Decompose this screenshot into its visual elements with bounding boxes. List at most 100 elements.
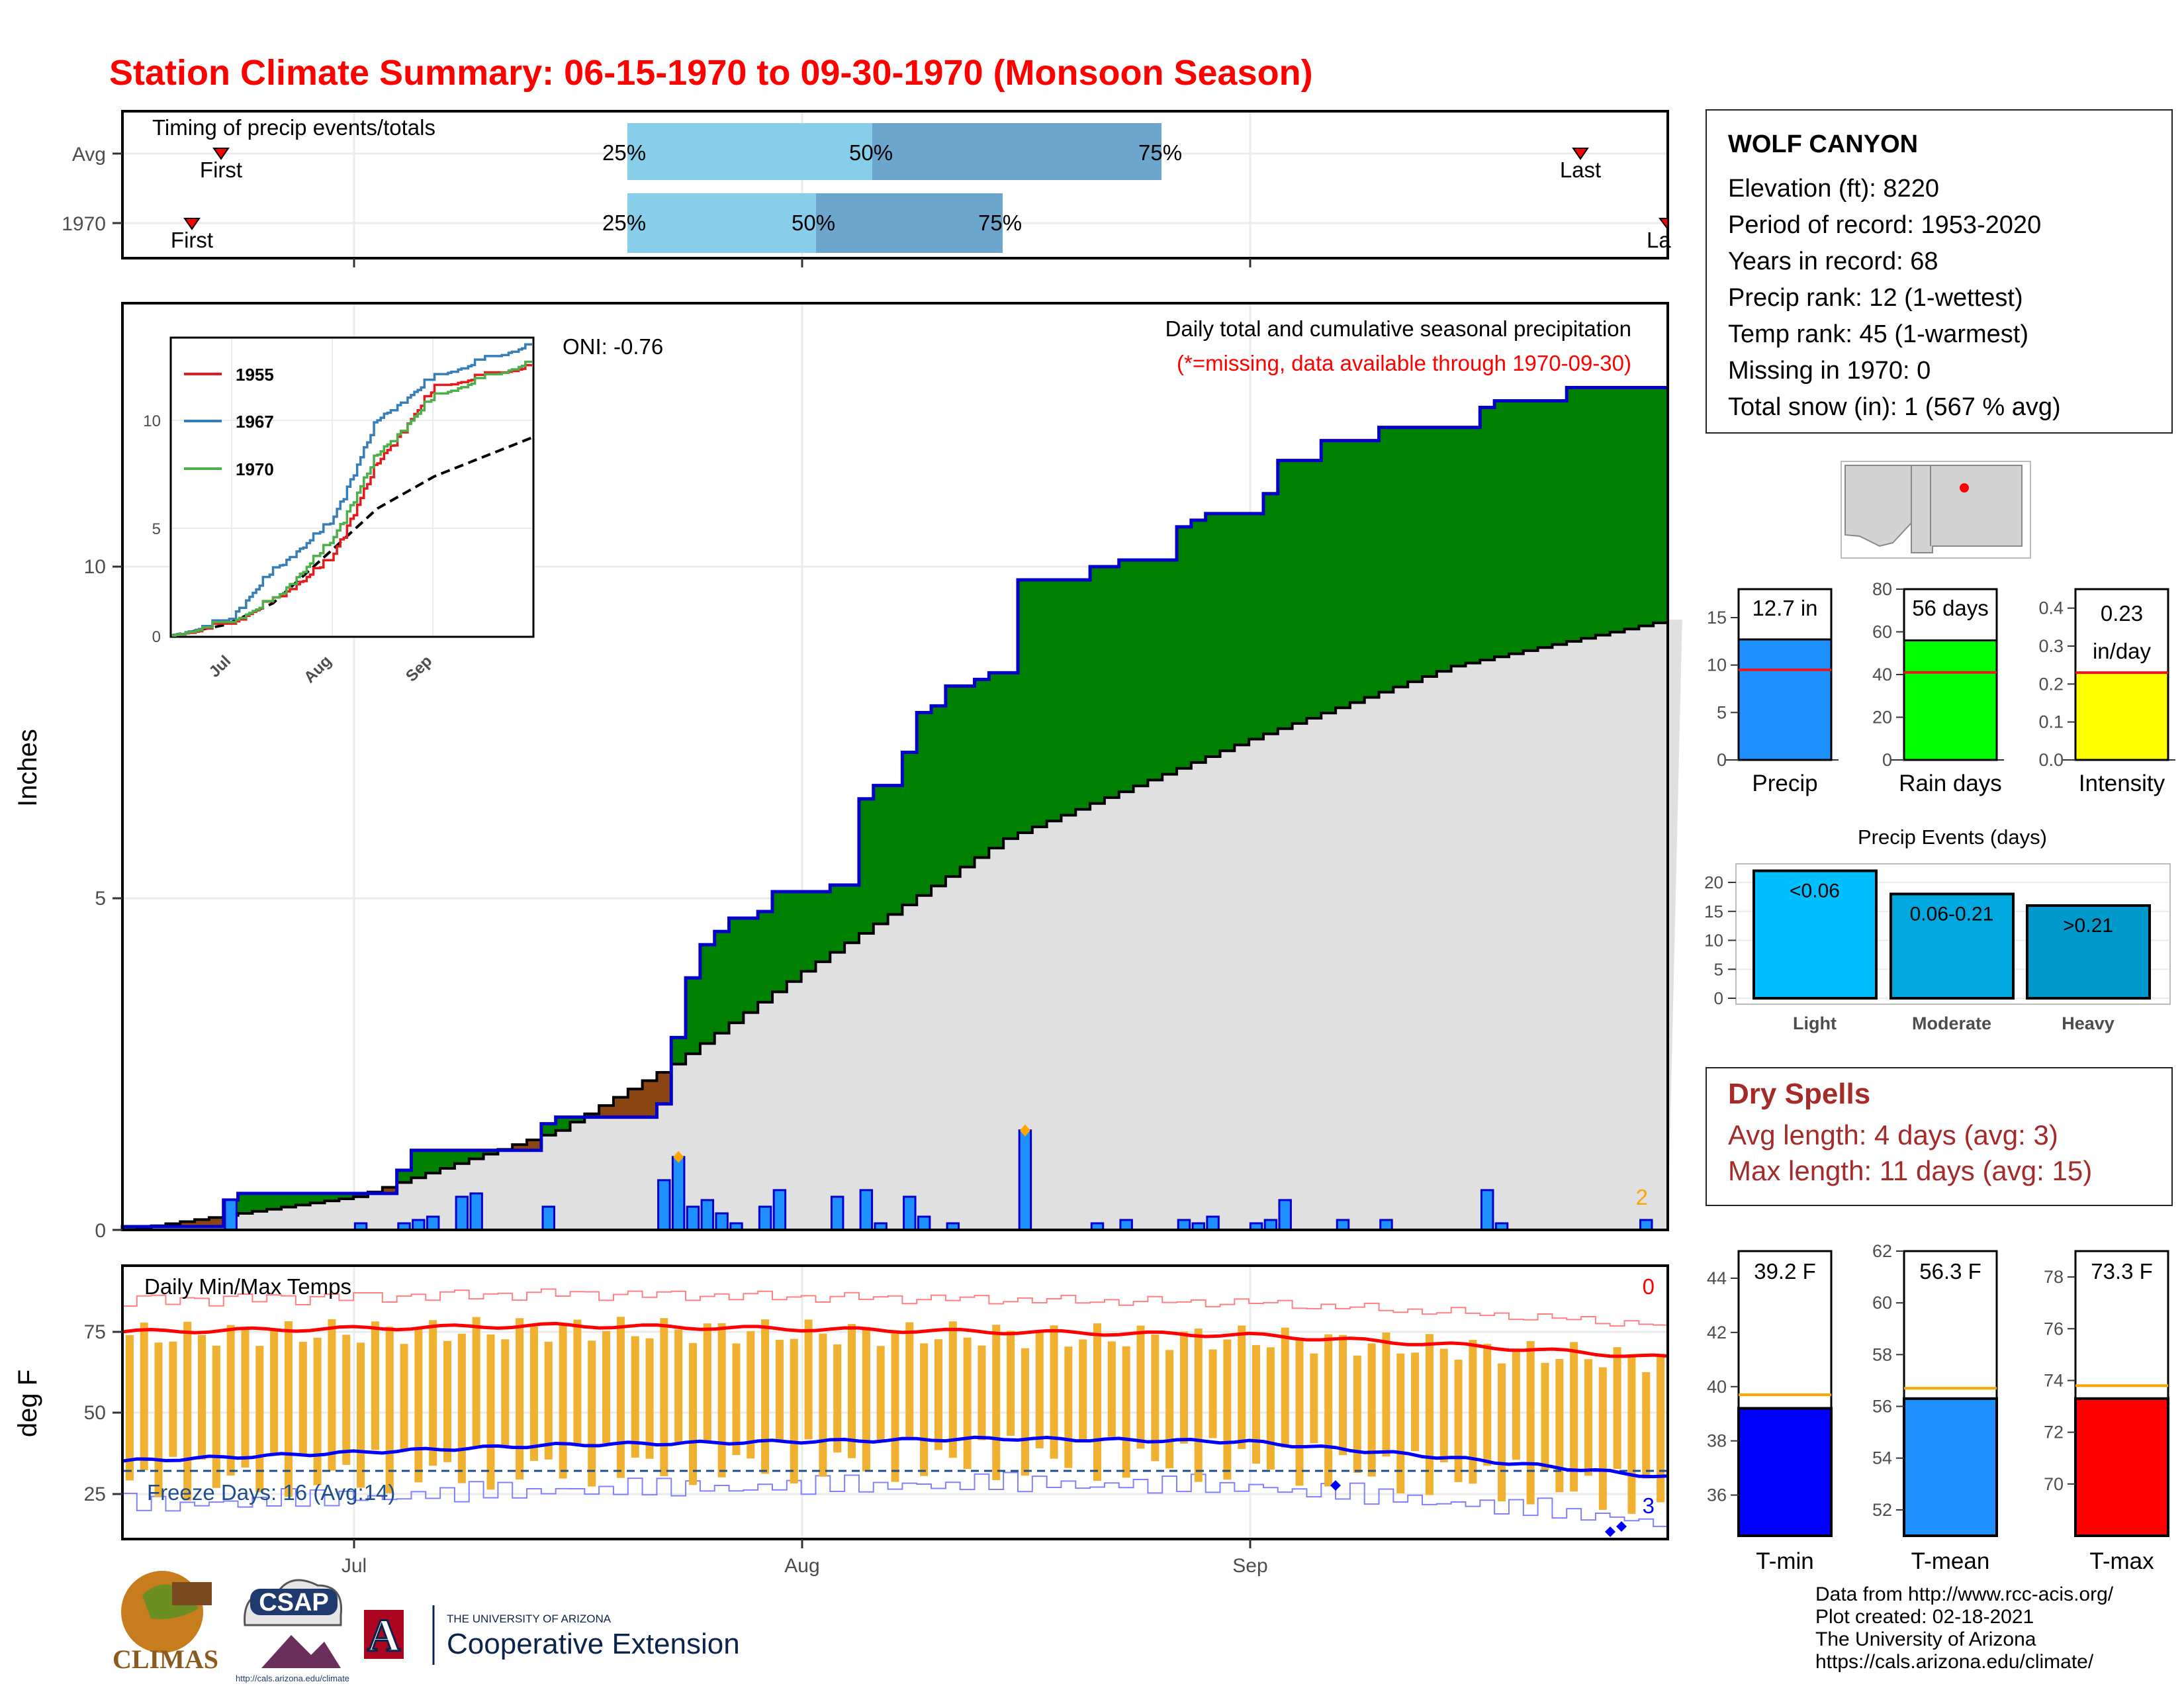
summary-tick-label: 40 <box>1872 665 1892 684</box>
inset-ytick-10: 10 <box>143 412 161 430</box>
missing-count: 2 <box>1636 1185 1648 1209</box>
daily-temp-bar <box>1642 1372 1651 1479</box>
intensity-summary-value: 0.23 <box>2101 601 2143 626</box>
precip-events-chart: Precip Events (days) 0 5 10 15 20 <0.06 Light… <box>1704 825 2171 1033</box>
daily-temp-bar <box>1338 1335 1347 1456</box>
station-missing: Missing in 1970: 0 <box>1728 357 1931 385</box>
temp-summary-tick-label: 52 <box>1872 1500 1892 1520</box>
daily-precip-bar <box>1379 1219 1393 1231</box>
temp-summary-bar <box>1903 1397 1998 1537</box>
daily-temp-bar <box>1252 1344 1261 1464</box>
avg-25-50-bar <box>627 123 872 180</box>
events-tick-label: 15 <box>1704 902 1723 921</box>
daily-temp-bar <box>891 1331 899 1482</box>
daily-temp-bar <box>1050 1325 1058 1459</box>
daily-temp-bar <box>270 1331 279 1454</box>
precip-frame <box>121 302 1669 1231</box>
summary-tick-label: 10 <box>1707 655 1727 675</box>
inset-frame <box>169 336 535 638</box>
daily-temp-bar <box>1223 1339 1232 1480</box>
daily-temp-bar <box>1454 1360 1463 1482</box>
daily-temp-bar <box>1310 1353 1318 1444</box>
temp-summary-value: 73.3 F <box>2091 1259 2153 1284</box>
precip-summary-label: Precip <box>1752 771 1817 796</box>
daily-temp-bar <box>934 1339 942 1450</box>
normal-area <box>122 620 1682 1230</box>
events-tick-label: 5 <box>1714 959 1723 979</box>
temp-summary-tick-label: 58 <box>1872 1344 1892 1364</box>
events-category-label: Moderate <box>1912 1013 1991 1033</box>
daily-temp-bar <box>775 1340 784 1442</box>
yr-last-label: La <box>1647 228 1671 252</box>
daily-temp-bar <box>848 1324 856 1458</box>
daily-temp-bar <box>1598 1367 1607 1510</box>
daily-precip-bar <box>671 1156 686 1231</box>
daily-temp-bar <box>1425 1334 1433 1495</box>
station-info-box: WOLF CANYON Elevation (ft): 8220 Period … <box>1706 109 2173 434</box>
precip-summary-value: 12.7 in <box>1752 596 1817 620</box>
precip-summary-bar <box>1737 638 1833 761</box>
daily-temp-bar <box>833 1344 842 1453</box>
avg-last-marker <box>1572 148 1589 160</box>
inset-chart: 1955 1967 1970 0 5 10 Jul Aug Sep <box>143 336 535 686</box>
daily-temp-bar <box>819 1333 827 1477</box>
temp-summary-tick-label: 38 <box>1707 1431 1727 1451</box>
temp-summary-tick-label: 76 <box>2044 1319 2064 1338</box>
daily-temp-bar <box>516 1318 524 1480</box>
footer-line-3: The University of Arizona <box>1815 1628 2036 1650</box>
ua-logo: A THE UNIVERSITY OF ARIZONA Cooperative … <box>364 1605 740 1665</box>
daily-temp-bar <box>1122 1346 1130 1478</box>
daily-temp-bar <box>154 1342 163 1497</box>
raindays-summary-bar <box>1903 639 1998 761</box>
events-bar-label: 0.06-0.21 <box>1910 904 1994 925</box>
timing-title: Timing of precip events/totals <box>152 115 435 140</box>
daily-temp-bar <box>1382 1332 1390 1457</box>
daily-temp-bar <box>1526 1340 1535 1505</box>
daily-temp-bar <box>1555 1359 1564 1493</box>
temp-summary-bars: 39.2 F T-min 36 38 40 42 44 56.3 F T-mean 52 54 56 5… <box>1707 1241 2169 1574</box>
daily-temp-bar <box>529 1326 538 1461</box>
daily-temp-bar <box>1194 1328 1203 1482</box>
intensity-summary-ticks: 0.0 0.1 0.2 0.3 0.4 <box>2038 598 2075 770</box>
cold-count: 3 <box>1643 1493 1655 1518</box>
events-bar <box>2026 904 2151 1000</box>
timing-panel: Timing of precip events/totals Avg 1970 … <box>62 110 1671 267</box>
daily-temp-bar <box>241 1327 250 1468</box>
daily-temp-bar <box>212 1345 220 1488</box>
summary-raindays: 56 days Rain days 0 20 40 60 80 <box>1872 579 2004 796</box>
avg-p50-label: 50% <box>849 140 893 165</box>
daily-temp-bar <box>298 1342 307 1456</box>
daily-precip-bar <box>412 1219 426 1231</box>
daily-temp-bar <box>1007 1331 1015 1436</box>
daily-temp-bar <box>429 1320 437 1466</box>
daily-temp-bar <box>602 1331 611 1444</box>
temp-summary-label: T-max <box>2089 1548 2154 1574</box>
cumulative-line <box>120 385 1668 1230</box>
daily-temp-bar <box>616 1317 625 1478</box>
daily-temp-bar <box>1627 1354 1636 1514</box>
temp-summary-value: 39.2 F <box>1754 1259 1816 1284</box>
daily-temp-bar <box>342 1335 351 1465</box>
daily-temp-bar <box>1238 1325 1246 1449</box>
daily-temp-bar <box>920 1343 929 1476</box>
daily-precip-bar <box>700 1199 715 1231</box>
daily-precip-bar <box>455 1196 469 1231</box>
daily-temp-bar <box>588 1340 596 1487</box>
freeze-days-label: Freeze Days: 16 (Avg:14) <box>147 1480 395 1505</box>
daily-temp-bar <box>125 1335 134 1481</box>
daily-temp-bars <box>125 1317 1665 1514</box>
daily-temp-bar <box>717 1323 726 1477</box>
page-title: Station Climate Summary: 06-15-1970 to 0… <box>109 53 1313 93</box>
station-elevation: Elevation (ft): 8220 <box>1728 175 1939 203</box>
freeze-marker-3 <box>1605 1526 1615 1537</box>
events-bar <box>1889 892 2015 1000</box>
events-bar-label: >0.21 <box>2063 915 2113 937</box>
summary-tick-label: 0.4 <box>2038 598 2064 618</box>
events-tick-label: 10 <box>1704 931 1723 951</box>
daily-temp-bar <box>1570 1342 1578 1492</box>
daily-temp-bar <box>140 1323 148 1471</box>
daily-temp-bar <box>1439 1348 1448 1463</box>
events-tick-label: 0 <box>1714 988 1723 1008</box>
temp-summary-label: T-min <box>1756 1548 1814 1574</box>
